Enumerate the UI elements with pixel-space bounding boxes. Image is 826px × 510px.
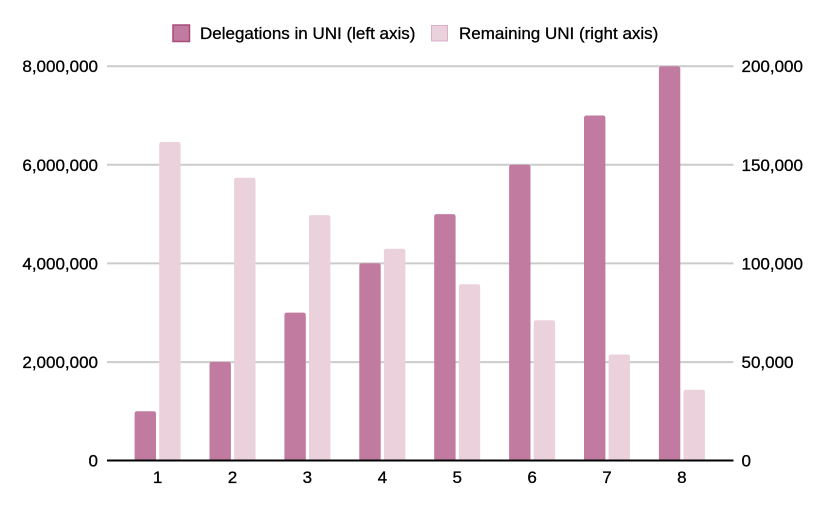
svg-text:150,000: 150,000: [742, 156, 803, 175]
svg-text:8,000,000: 8,000,000: [22, 57, 98, 76]
svg-text:1: 1: [153, 468, 162, 487]
svg-text:2: 2: [228, 468, 237, 487]
svg-text:Remaining UNI (right axis): Remaining UNI (right axis): [459, 24, 658, 43]
svg-text:3: 3: [303, 468, 312, 487]
svg-text:6,000,000: 6,000,000: [22, 156, 98, 175]
svg-text:4,000,000: 4,000,000: [22, 254, 98, 273]
svg-text:50,000: 50,000: [742, 353, 794, 372]
svg-text:5: 5: [452, 468, 461, 487]
svg-text:6: 6: [527, 468, 536, 487]
svg-text:100,000: 100,000: [742, 254, 803, 273]
svg-text:200,000: 200,000: [742, 57, 803, 76]
svg-text:7: 7: [602, 468, 611, 487]
svg-text:2,000,000: 2,000,000: [22, 353, 98, 372]
svg-text:8: 8: [677, 468, 686, 487]
svg-text:4: 4: [378, 468, 387, 487]
svg-text:0: 0: [742, 452, 751, 471]
svg-text:0: 0: [89, 452, 98, 471]
svg-text:Delegations in UNI (left axis): Delegations in UNI (left axis): [200, 24, 415, 43]
